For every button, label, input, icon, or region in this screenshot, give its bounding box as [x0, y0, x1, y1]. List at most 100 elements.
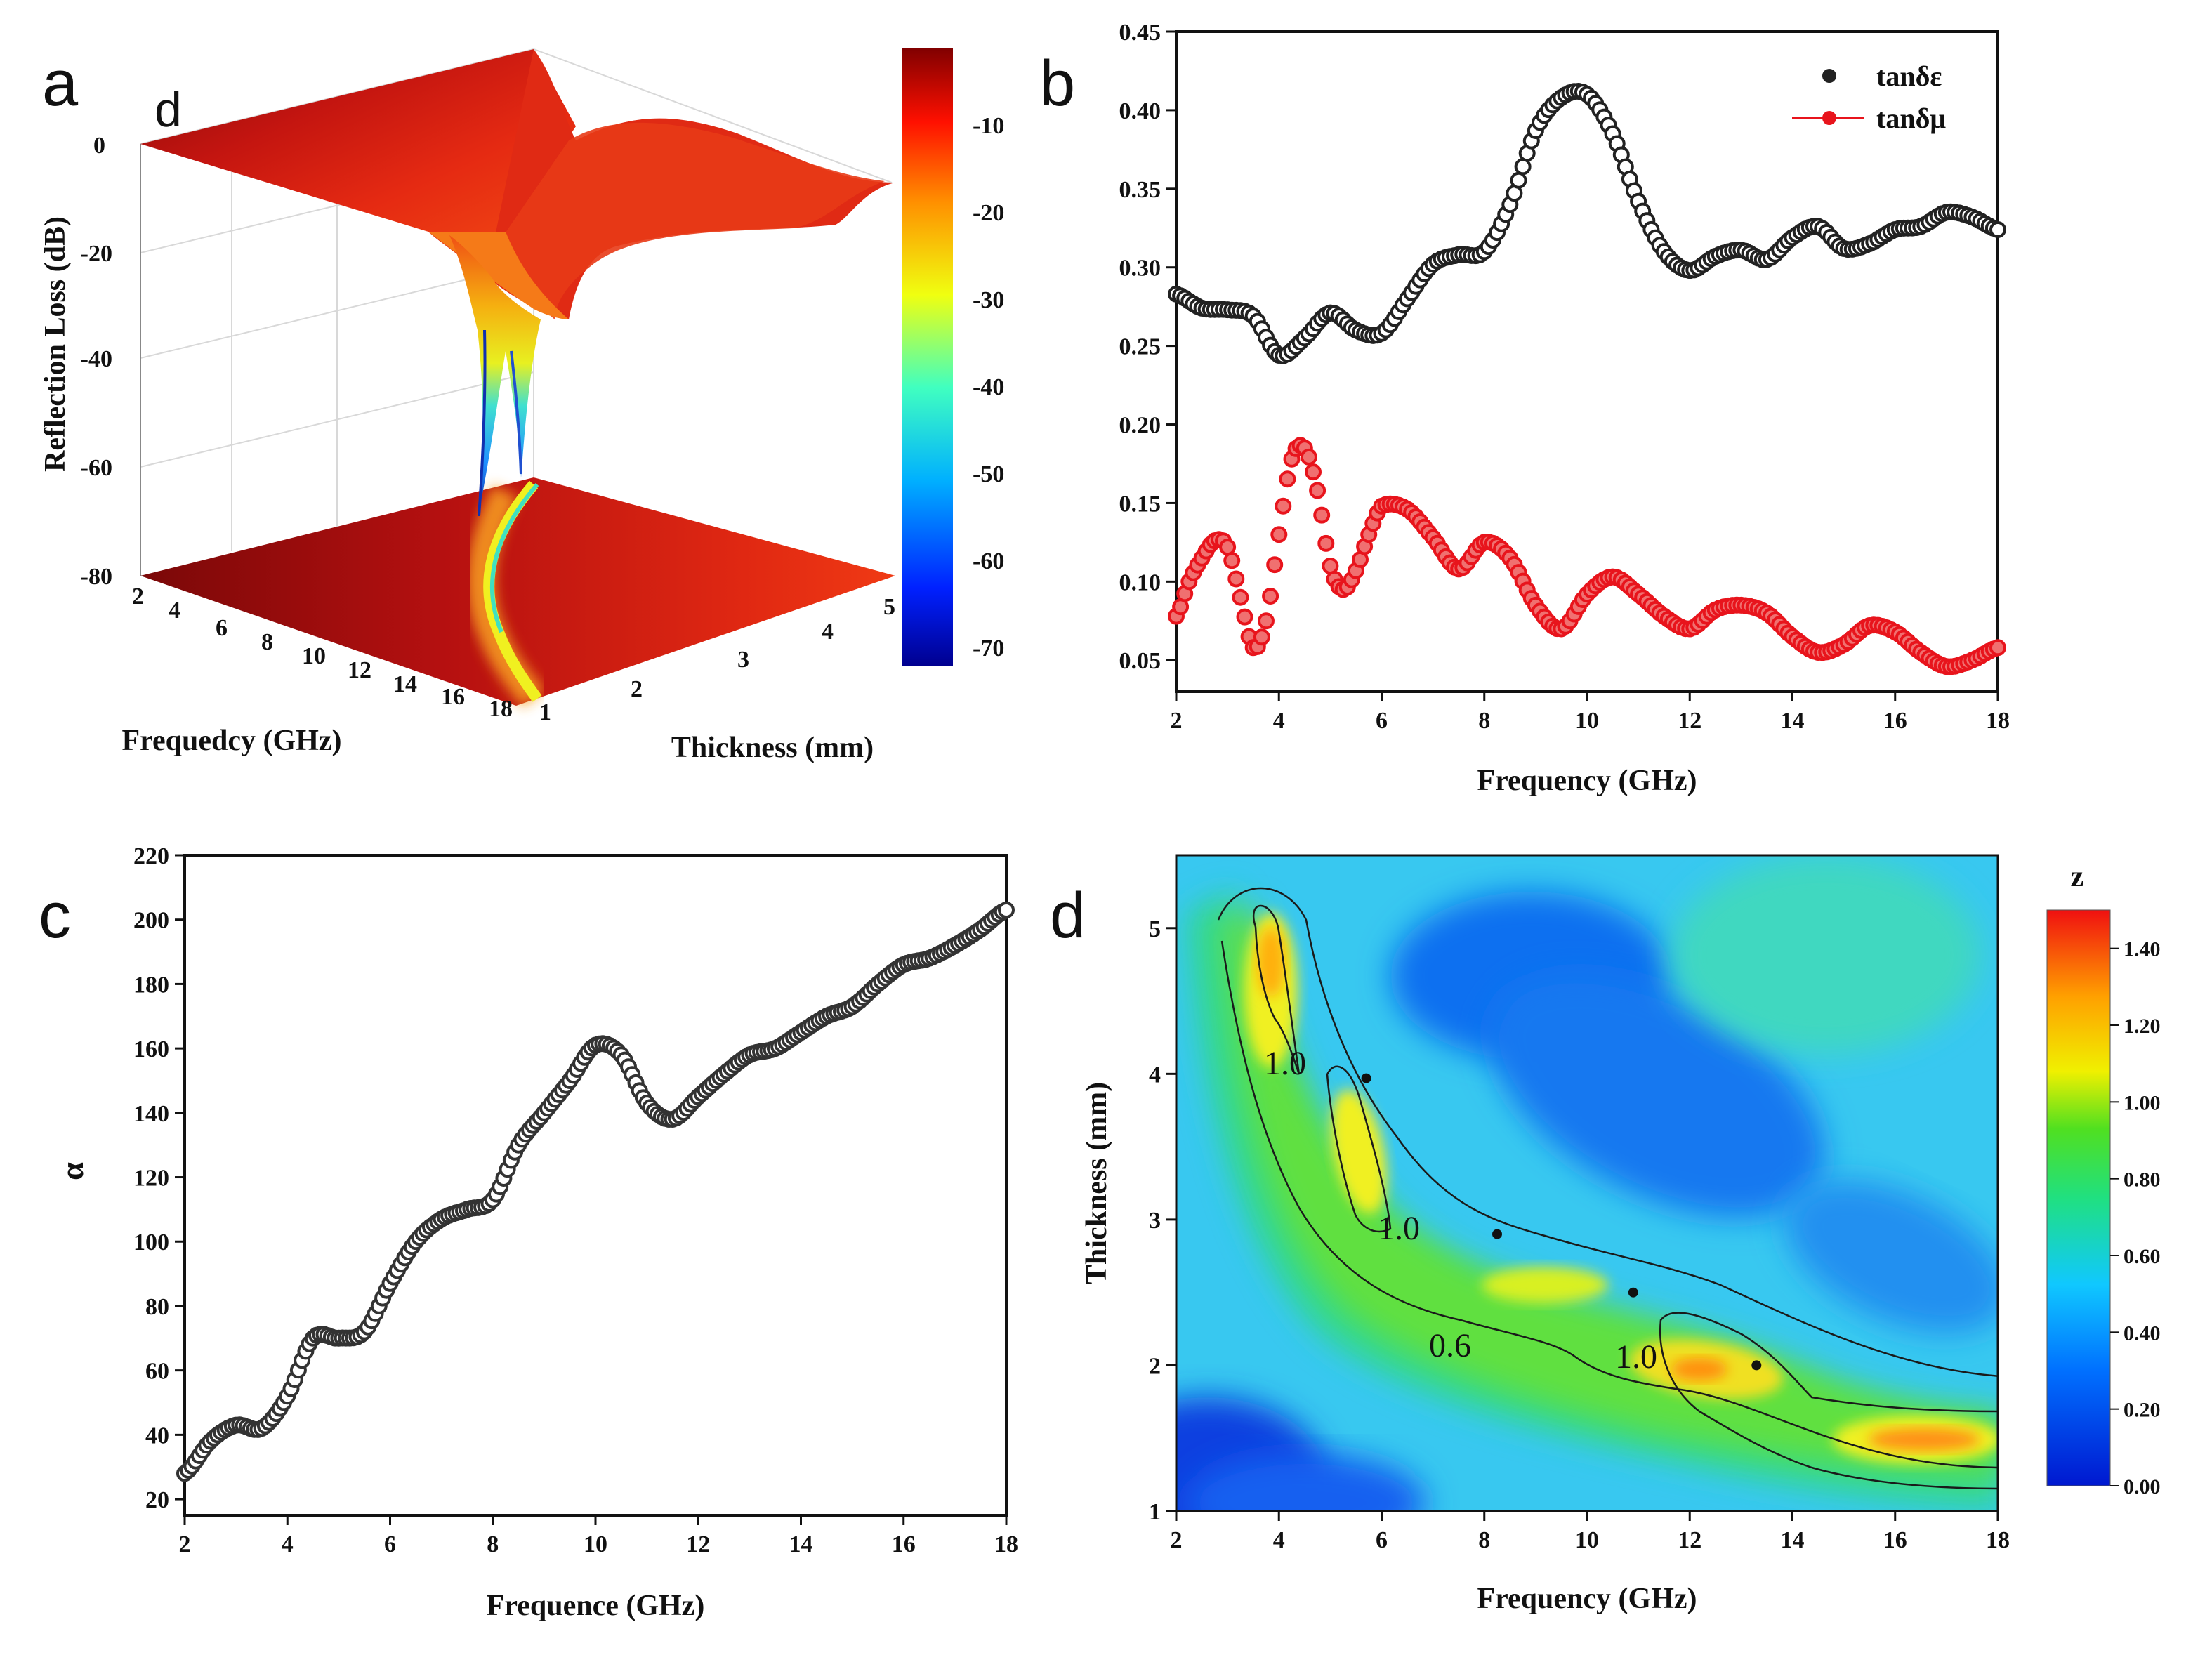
- panel-c: c 2 4 6 8 10 12 14 16 18204060801001201401601802…: [39, 843, 1018, 1622]
- panel-d-y-title: Thickness (mm): [1081, 1082, 1113, 1284]
- tan-e-point: [1514, 158, 1532, 176]
- panel-a-z-title: Reflection Loss (dB): [39, 216, 72, 472]
- y-tick-label: 2: [1149, 1353, 1161, 1379]
- panel-d-contours: [1217, 887, 1997, 1490]
- x-tick-label: 2: [1171, 1527, 1183, 1553]
- panel-a-floor: [140, 477, 895, 708]
- marked-point: [1361, 1073, 1371, 1083]
- panel-a-x-tick: 8: [261, 629, 273, 655]
- panel-c-x-title: Frequence (GHz): [487, 1590, 705, 1622]
- panel-c-ticks: 2 4 6 8 10 12 14 16 18 20 40 60 80 100 120 140 160 180 200…: [133, 843, 1018, 1557]
- panel-a-x-ticks: 2 4 6 8 10 12 14 16 18: [132, 583, 513, 722]
- panel-c-frame: [183, 854, 1008, 1517]
- tan-u-point: [1253, 628, 1270, 646]
- y-tick-label: 5: [1149, 916, 1161, 942]
- x-tick-label: 10: [1575, 708, 1599, 734]
- x-tick-label: 12: [686, 1531, 710, 1557]
- y-tick-label: 0.45: [1119, 20, 1161, 46]
- y-tick-label: 0.30: [1119, 256, 1161, 282]
- legend-label-tan-u: tanδμ: [1876, 103, 1946, 134]
- panel-a-x-tick: 12: [348, 657, 371, 683]
- tan-u-point: [1270, 526, 1288, 543]
- tan-e-point: [1989, 221, 2006, 238]
- panel-a-colorbar-tick: -40: [973, 374, 1004, 400]
- panel-c-y-title: α: [54, 1162, 90, 1180]
- tan-u-point: [1989, 639, 2006, 657]
- x-tick-label: 10: [1575, 1527, 1599, 1553]
- colorbar-tick-label: 1.40: [2124, 938, 2161, 961]
- colorbar-tick-label: 0.40: [2124, 1321, 2161, 1345]
- marked-point: [1628, 1287, 1638, 1298]
- panel-a-letter: a: [42, 48, 79, 119]
- panel-a-colorbar-tick: -30: [973, 287, 1004, 313]
- y-tick-label: 0.05: [1119, 648, 1161, 674]
- panel-b-legend: tanδε tanδμ: [1792, 60, 1946, 134]
- panel-a-y-title: Thickness (mm): [671, 732, 874, 764]
- y-tick-label: 60: [145, 1359, 169, 1385]
- x-tick-label: 16: [1883, 1527, 1907, 1553]
- legend-marker-tan-u: [1822, 111, 1836, 125]
- y-tick-label: 1: [1149, 1499, 1161, 1525]
- tan-u-point: [1219, 539, 1237, 556]
- panel-a-x-tick: 2: [132, 583, 144, 609]
- panel-a-y-tick: 5: [883, 594, 895, 620]
- panel-a-z-ticks: 0 -20 -40 -60 -80: [81, 133, 112, 590]
- tan-u-point: [1227, 570, 1245, 588]
- colorbar-tick-label: 0.00: [2124, 1475, 2161, 1498]
- panel-d-letter: d: [1050, 880, 1086, 951]
- panel-a-overlay-letter: d: [154, 82, 182, 137]
- x-tick-label: 18: [1986, 1527, 2010, 1553]
- tan-u-point: [1275, 497, 1292, 515]
- panel-a-x-tick: 14: [393, 671, 417, 697]
- colorbar-tick-label: 1.00: [2124, 1091, 2161, 1114]
- x-tick-label: 10: [584, 1531, 607, 1557]
- x-tick-label: 16: [1883, 708, 1907, 734]
- tan-u-point: [1223, 552, 1241, 569]
- x-tick-label: 18: [994, 1531, 1018, 1557]
- panel-d-colorbar-title: z: [2071, 861, 2084, 893]
- x-tick-label: 6: [1376, 708, 1388, 734]
- panel-a-y-tick: 1: [539, 699, 551, 725]
- tan-u-point: [1317, 534, 1335, 552]
- x-tick-label: 4: [1273, 1527, 1285, 1553]
- x-tick-label: 8: [487, 1531, 499, 1557]
- panel-b-x-title: Frequency (GHz): [1477, 765, 1697, 797]
- x-tick-label: 14: [1781, 708, 1805, 734]
- panel-a-colorbar-tick: -70: [973, 635, 1004, 661]
- panel-a-x-tick: 4: [169, 598, 180, 624]
- panel-c-series-alpha: [176, 902, 1015, 1482]
- y-tick-label: 120: [133, 1166, 169, 1192]
- y-tick-label: 80: [145, 1294, 169, 1320]
- colorbar-tick-label: 1.20: [2124, 1015, 2161, 1038]
- panel-b-letter: b: [1039, 48, 1075, 119]
- alpha-point: [998, 902, 1015, 918]
- panel-a-colorbar-ticks: -10 -20 -30 -40 -50 -60 -70: [973, 113, 1004, 661]
- panel-a-surface: [140, 49, 895, 520]
- y-tick-label: 160: [133, 1036, 169, 1062]
- panel-b-series-tan-u: [1168, 437, 2006, 675]
- panel-a: a d: [39, 48, 1004, 764]
- colorbar-tick-label: 0.20: [2124, 1399, 2161, 1422]
- y-tick-label: 0.35: [1119, 177, 1161, 203]
- panel-d-colorbar-ticks: 0.00 0.20 0.40 0.60 0.80 1.00 1.20 1.40: [2110, 938, 2161, 1498]
- x-tick-label: 6: [384, 1531, 396, 1557]
- panel-a-x-tick: 16: [441, 684, 465, 710]
- tan-e-point: [1510, 171, 1527, 189]
- colorbar-tick-label: 0.80: [2124, 1168, 2161, 1192]
- colorbar-tick-label: 0.60: [2124, 1245, 2161, 1268]
- y-tick-label: 4: [1149, 1062, 1161, 1088]
- y-tick-label: 140: [133, 1101, 169, 1127]
- panel-d-x-title: Frequency (GHz): [1477, 1583, 1697, 1615]
- tan-u-point: [1313, 506, 1331, 524]
- y-tick-label: 100: [133, 1229, 169, 1255]
- panel-a-x-tick: 18: [489, 696, 513, 722]
- panel-a-y-ticks: 1 2 3 4 5: [539, 594, 895, 725]
- tan-u-point: [1236, 608, 1253, 626]
- tan-u-point: [1266, 556, 1284, 574]
- panel-a-colorbar: [902, 48, 953, 666]
- panel-c-letter: c: [39, 880, 71, 951]
- x-tick-label: 12: [1678, 1527, 1701, 1553]
- panel-a-colorbar-tick: -60: [973, 548, 1004, 574]
